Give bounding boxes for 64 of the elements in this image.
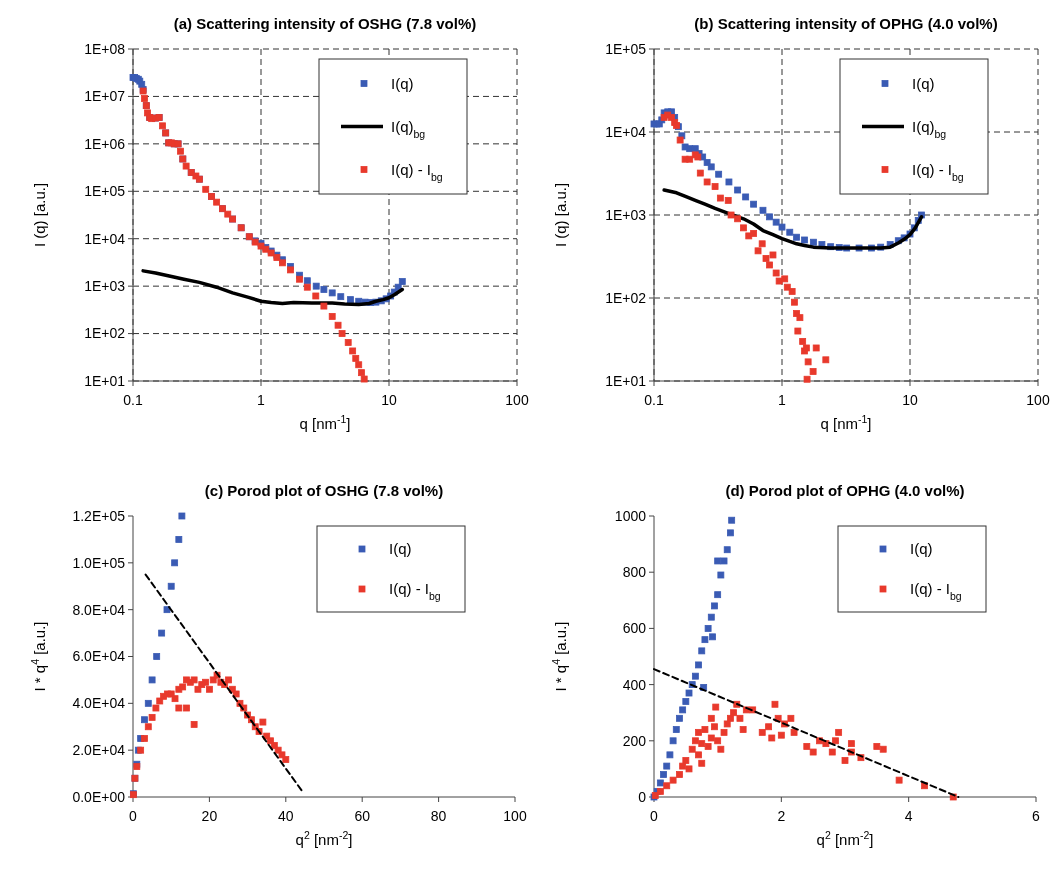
y-tick-label: 1E+07 [84,88,126,105]
chart-title: (b) Scattering intensity of OPHG (4.0 vol%) [694,15,998,32]
x-axis-title: q [nm$^{-1}$] [299,413,351,432]
x-tick-label: 60 [354,808,371,824]
x-tick-label: 1 [778,392,787,408]
legend-label: I(q) [389,540,412,558]
y-tick-label: 0 [638,788,647,805]
y-tick-label: 200 [622,732,647,749]
y-tick-label: 1.2E+05 [72,507,126,524]
x-tick-label: 4 [904,808,913,824]
x-tick-label: 80 [430,808,447,824]
x-tick-label: 0 [129,808,138,824]
x-tick-label: 100 [1026,392,1050,408]
x-tick-label: 100 [505,392,529,408]
y-tick-label: 1E+03 [84,278,126,295]
y-tick-label: 800 [622,564,647,581]
chart-title: (c) Porod plot of OSHG (7.8 vol%) [204,482,444,499]
x-tick-label: 20 [201,808,218,824]
y-tick-label: 1E+03 [605,206,647,223]
x-tick-label: 1 [257,392,266,408]
x-tick-label: 10 [902,392,918,408]
y-tick-label: 0.0E+00 [72,788,126,805]
x-tick-label: 0 [650,808,659,824]
x-tick-label: 0.1 [123,392,143,408]
y-tick-label: 1E+06 [84,135,126,152]
y-tick-label: 1000 [614,507,647,524]
y-tick-label: 1E+05 [605,40,647,57]
y-tick-label: 1E+02 [605,289,647,306]
x-tick-label: 100 [503,808,527,824]
y-tick-label: 8.0E+04 [72,601,126,618]
legend-label: I(q)$_{bg}$ [391,117,426,140]
legend-label: I(q) - I$_{bg}$ [912,160,964,183]
legend-label: I(q) [912,74,935,92]
legend-label: I(q)$_{bg}$ [912,117,947,140]
y-tick-label: 1E+04 [84,230,126,247]
legend-label: I(q) - I$_{bg}$ [391,160,443,183]
x-tick-label: 6 [1032,808,1041,824]
legend-label: I(q) - I$_{bg}$ [910,580,962,603]
y-tick-label: 600 [622,620,647,637]
legend-label: I(q) - I$_{bg}$ [389,580,441,603]
y-tick-label: 1E+04 [605,123,647,140]
chart-title: (d) Porod plot of OPHG (4.0 vol%) [725,482,965,499]
y-tick-label: 1E+08 [84,40,126,57]
y-axis-title: I (q) [a.u.] [31,182,48,248]
chart-title: (a) Scattering intensity of OSHG (7.8 vol%) [173,15,477,32]
y-tick-label: 2.0E+04 [72,742,126,759]
x-tick-label: 0.1 [644,392,664,408]
y-tick-label: 1E+01 [605,372,647,389]
x-tick-label: 2 [777,808,786,824]
y-tick-label: 6.0E+04 [72,648,126,665]
x-axis-title: q$^{2}$ [nm$^{-2}$] [295,829,353,848]
y-tick-label: 1E+01 [84,372,126,389]
x-axis-title: q$^{2}$ [nm$^{-2}$] [816,829,874,848]
y-tick-label: 400 [622,676,647,693]
y-tick-label: 1.0E+05 [72,554,126,571]
legend-label: I(q) [391,74,414,92]
x-axis-title: q [nm$^{-1}$] [820,413,872,432]
y-tick-label: 1E+02 [84,325,126,342]
x-tick-label: 10 [381,392,397,408]
y-tick-label: 4.0E+04 [72,695,126,712]
legend-label: I(q) [910,540,933,558]
x-tick-label: 40 [278,808,294,824]
y-axis-title: I (q) [a.u.] [552,182,569,248]
y-tick-label: 1E+05 [84,183,126,200]
